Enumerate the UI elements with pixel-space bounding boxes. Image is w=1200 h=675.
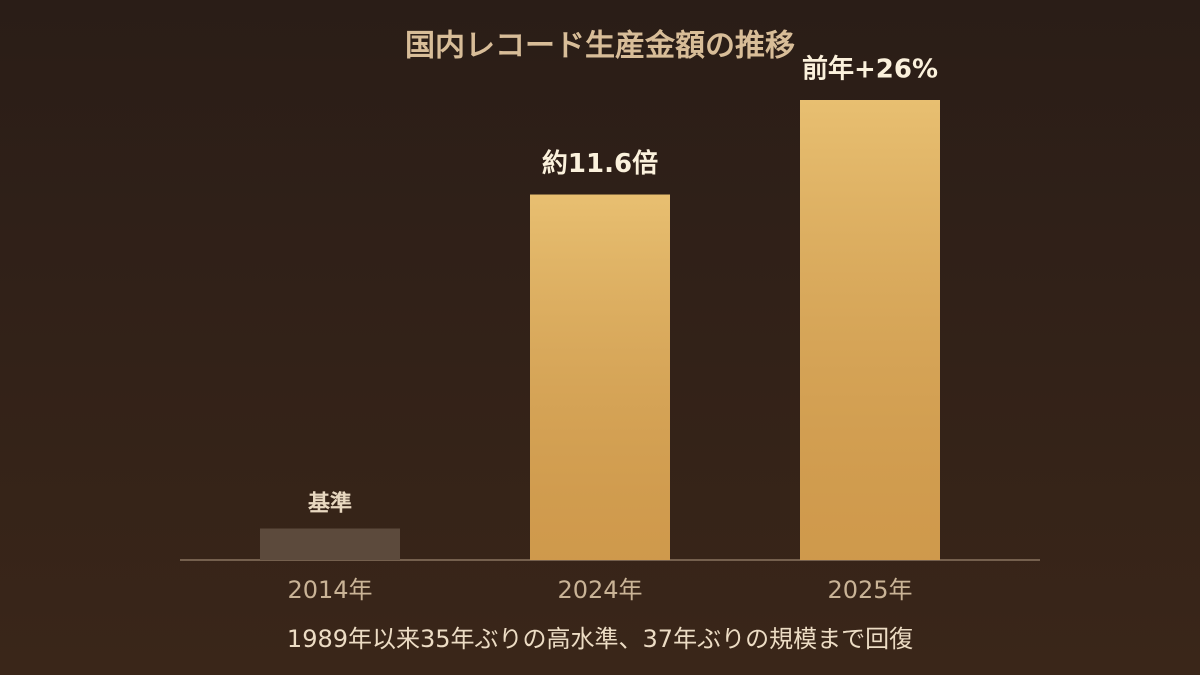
bar-annotation: 約11.6倍 (542, 148, 658, 179)
x-tick-label: 2014年 (287, 576, 372, 604)
bar-shade (800, 100, 940, 560)
bar-annotation: 前年+26% (802, 54, 938, 85)
x-tick-label: 2025年 (827, 576, 912, 604)
bar-shade (530, 194, 670, 560)
chart-title: 国内レコード生産金額の推移 (405, 29, 795, 64)
bar (260, 528, 400, 560)
x-tick-label: 2024年 (557, 576, 642, 604)
bar-annotation: 基準 (308, 490, 352, 516)
caption: 1989年以来35年ぶりの高水準、37年ぶりの規模まで回復 (287, 625, 913, 653)
